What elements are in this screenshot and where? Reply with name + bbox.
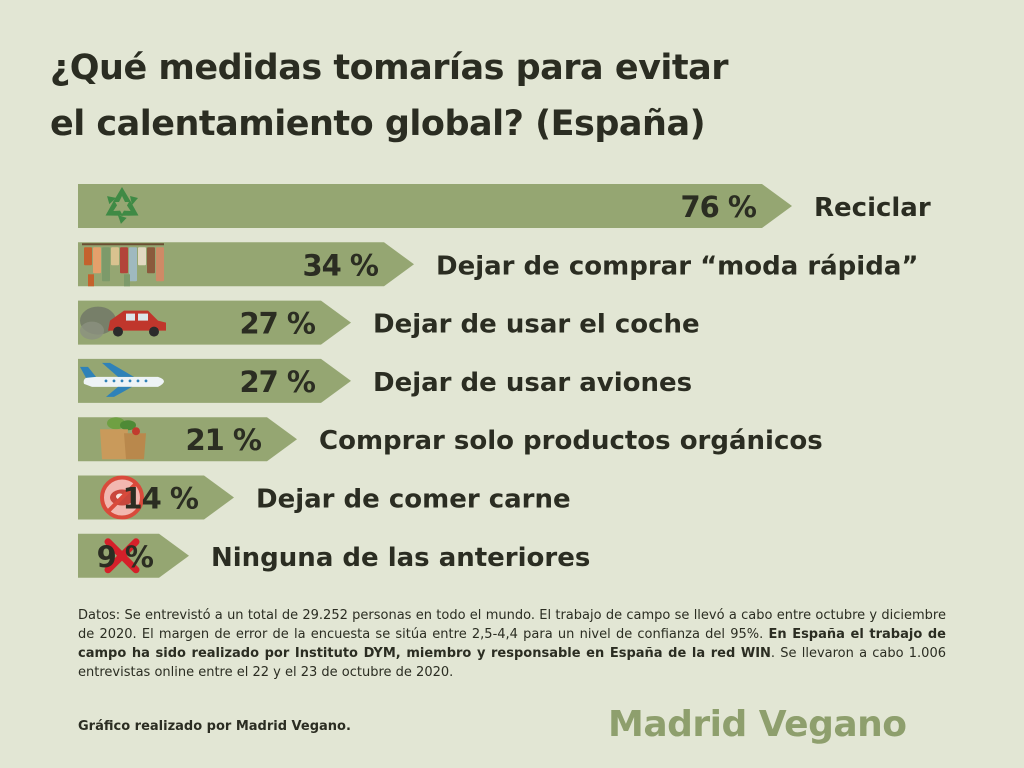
notes-text-2: . Se llevaron a cabo 1.006 entrevistas o… — [78, 646, 946, 680]
title-line-2: el calentamiento global? (España) — [50, 104, 706, 144]
bar-chart: 76 % Reciclar 34 % Dejar de comprar “moda r… — [78, 184, 931, 578]
clothes-rack-icon — [82, 243, 164, 287]
notes-text-1: Datos: Se entrevistó a un total de 29.25… — [78, 608, 946, 642]
category-label-3: Dejar de usar aviones — [373, 368, 692, 398]
value-label-5: 14 % — [122, 482, 198, 516]
car-icon — [80, 306, 166, 340]
chart-title: ¿Qué medidas tomarías para evitar el cal… — [50, 40, 950, 152]
value-label-2: 27 % — [239, 307, 315, 341]
no-meat-icon — [100, 475, 144, 520]
category-label-0: Reciclar — [814, 193, 931, 223]
value-label-3: 27 % — [239, 365, 315, 399]
bar-0 — [78, 184, 792, 228]
cross-icon — [104, 538, 140, 574]
value-label-6: 9 % — [97, 540, 154, 574]
notes-text-bold: En España el trabajo de campo ha sido re… — [78, 627, 946, 661]
category-label-2: Dejar de usar el coche — [373, 310, 700, 340]
value-label-4: 21 % — [185, 423, 261, 457]
recycle-icon — [105, 187, 139, 224]
groceries-icon — [100, 417, 146, 460]
airplane-icon — [80, 362, 164, 397]
category-label-6: Ninguna de las anteriores — [211, 543, 590, 573]
title-line-1: ¿Qué medidas tomarías para evitar — [50, 48, 729, 88]
bar-3 — [78, 358, 351, 403]
category-label-4: Comprar solo productos orgánicos — [319, 426, 823, 456]
value-label-0: 76 % — [680, 190, 756, 224]
category-label-1: Dejar de comprar “moda rápida” — [436, 251, 918, 281]
category-label-5: Dejar de comer carne — [256, 485, 571, 515]
chart-credit: Gráfico realizado por Madrid Vegano. — [78, 719, 351, 734]
madrid-vegano-logo: Madrid Vegano — [608, 704, 907, 745]
value-label-1: 34 % — [302, 248, 378, 282]
data-notes: Datos: Se entrevistó a un total de 29.25… — [78, 606, 946, 682]
bar-6 — [78, 533, 189, 578]
